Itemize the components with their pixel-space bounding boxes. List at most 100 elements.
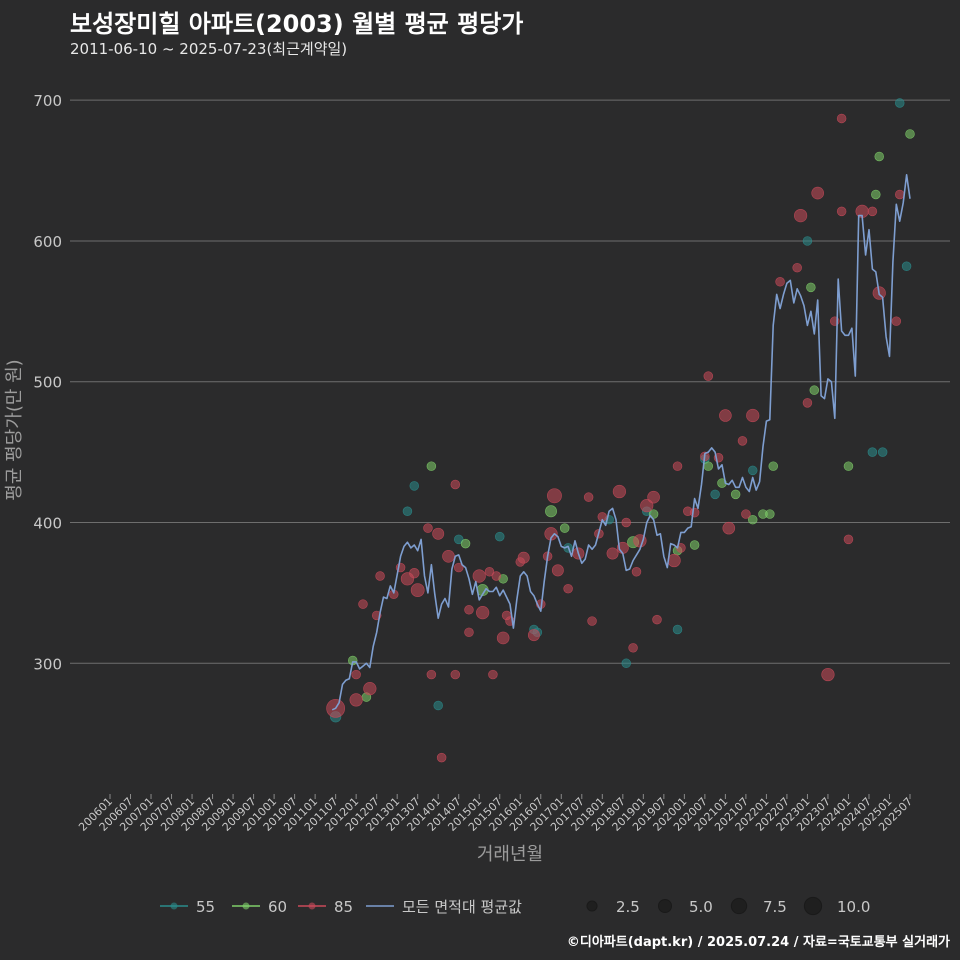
data-point-85 bbox=[843, 534, 854, 545]
data-point-85 bbox=[672, 461, 683, 471]
data-point-60 bbox=[545, 505, 557, 518]
data-point-60 bbox=[806, 282, 816, 293]
average-line bbox=[331, 174, 911, 711]
legend-label: 60 bbox=[268, 898, 287, 916]
data-point-55 bbox=[747, 465, 758, 476]
data-point-85 bbox=[689, 507, 700, 518]
data-point-85 bbox=[741, 509, 751, 519]
source-caption: ©디아파트(dapt.kr) / 2025.07.24 / 자료=국토교통부 실… bbox=[566, 935, 950, 950]
data-point-60 bbox=[730, 489, 741, 500]
data-point-85 bbox=[793, 209, 808, 223]
y-axis-label: 평균 평당가(만 원) bbox=[4, 359, 25, 500]
data-point-85 bbox=[423, 523, 433, 533]
data-point-85 bbox=[409, 567, 420, 579]
data-point-55 bbox=[672, 624, 683, 635]
y-tick-label: 700 bbox=[33, 92, 62, 110]
data-point-55 bbox=[621, 658, 631, 669]
data-point-60 bbox=[871, 189, 881, 200]
data-point-85 bbox=[891, 316, 902, 326]
data-point-85 bbox=[453, 562, 464, 573]
data-point-85 bbox=[442, 550, 455, 563]
y-tick-label: 400 bbox=[33, 515, 62, 533]
legend-key-dot bbox=[308, 902, 316, 910]
data-point-85 bbox=[496, 631, 510, 645]
data-point-60 bbox=[747, 514, 758, 525]
data-point-55 bbox=[453, 534, 464, 545]
data-point-85 bbox=[450, 669, 461, 680]
data-point-85 bbox=[775, 277, 785, 287]
data-point-85 bbox=[583, 492, 594, 502]
data-point-85 bbox=[517, 551, 530, 564]
y-axis-ticks: 300 400 500 600 700 bbox=[33, 92, 62, 673]
data-point-55 bbox=[409, 481, 420, 491]
data-point-85 bbox=[612, 484, 627, 499]
y-tick-label: 600 bbox=[33, 233, 62, 251]
data-point-85 bbox=[606, 547, 619, 560]
data-point-85 bbox=[722, 521, 736, 535]
data-point-85 bbox=[811, 186, 824, 200]
data-point-85 bbox=[363, 682, 377, 696]
gridlines bbox=[70, 99, 950, 664]
data-point-85 bbox=[375, 571, 385, 581]
data-point-85 bbox=[472, 569, 486, 583]
data-point-85 bbox=[836, 113, 847, 124]
data-point-85 bbox=[349, 693, 363, 707]
data-point-85 bbox=[358, 599, 368, 609]
legend-key-dot bbox=[242, 902, 250, 910]
data-point-85 bbox=[436, 752, 447, 763]
data-point-55 bbox=[402, 506, 413, 516]
data-point-85 bbox=[640, 499, 654, 513]
data-point-85 bbox=[351, 669, 361, 680]
data-point-85 bbox=[432, 527, 445, 540]
data-point-85 bbox=[488, 669, 498, 680]
data-point-85 bbox=[621, 517, 631, 528]
data-point-85 bbox=[719, 409, 732, 422]
legend-size-label: 10.0 bbox=[837, 898, 870, 916]
data-point-60 bbox=[559, 523, 570, 533]
y-tick-label: 300 bbox=[33, 655, 62, 673]
legend-size-key bbox=[730, 897, 748, 915]
data-point-85 bbox=[551, 564, 564, 577]
legend-label: 55 bbox=[196, 898, 215, 916]
data-point-60 bbox=[874, 151, 884, 162]
data-point-85 bbox=[821, 667, 835, 682]
data-point-60 bbox=[460, 538, 471, 549]
data-point-85 bbox=[464, 627, 474, 638]
data-point-60 bbox=[809, 385, 820, 395]
data-point-55 bbox=[495, 531, 505, 542]
legend-label: 모든 면적대 평균값 bbox=[402, 898, 522, 916]
data-point-55 bbox=[895, 98, 905, 108]
chart-subtitle: 2011-06-10 ~ 2025-07-23(최근계약일) bbox=[70, 40, 348, 58]
data-point-85 bbox=[802, 398, 813, 408]
data-point-85 bbox=[647, 490, 660, 504]
data-point-85 bbox=[737, 436, 748, 446]
data-point-55 bbox=[433, 700, 443, 711]
data-point-85 bbox=[867, 206, 878, 217]
legend-label: 85 bbox=[334, 898, 353, 916]
data-point-85 bbox=[563, 583, 573, 594]
data-point-55 bbox=[867, 447, 878, 457]
data-point-60 bbox=[905, 129, 915, 139]
data-point-85 bbox=[410, 583, 425, 597]
data-point-85 bbox=[587, 616, 597, 626]
legend-size-label: 7.5 bbox=[763, 898, 787, 916]
data-point-85 bbox=[527, 629, 540, 642]
data-point-85 bbox=[628, 643, 638, 653]
data-point-85 bbox=[836, 206, 847, 217]
series-line-average bbox=[331, 174, 911, 711]
data-point-85 bbox=[476, 606, 490, 620]
data-point-85 bbox=[547, 488, 562, 504]
data-point-60 bbox=[765, 509, 775, 519]
chart-title: 보성장미힐 아파트(2003) 월별 평균 평당가 bbox=[70, 10, 524, 38]
data-point-85 bbox=[746, 408, 760, 423]
data-point-60 bbox=[703, 461, 714, 471]
x-axis-label: 거래년월 bbox=[477, 844, 543, 865]
data-point-85 bbox=[464, 605, 474, 615]
data-point-85 bbox=[491, 571, 502, 581]
data-point-55 bbox=[802, 236, 813, 246]
legend: 55 60 85 모든 면적대 평균값 2.5 5.0 7.5 10.0 bbox=[160, 896, 870, 916]
x-axis-ticks: 2006012006072007012007072008012008072009… bbox=[76, 794, 915, 834]
legend-size-key bbox=[657, 898, 673, 914]
data-point-55 bbox=[877, 447, 888, 457]
legend-size-key bbox=[586, 900, 598, 912]
